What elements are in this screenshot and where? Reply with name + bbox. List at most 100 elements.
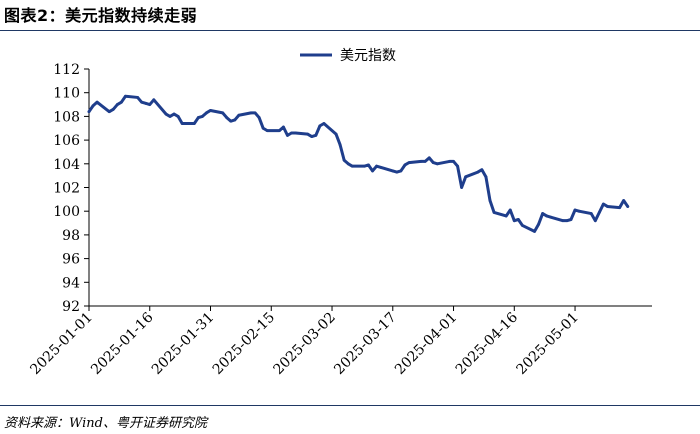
data-point	[322, 122, 326, 125]
y-ticks: 92 94 96 98 100 102 104 106 108 110 112	[53, 62, 89, 315]
x-tick-label: 2025-02-15	[210, 310, 278, 378]
bottom-rule	[0, 405, 700, 406]
y-tick-label: 106	[53, 133, 80, 149]
x-tick-label: 2025-01-16	[88, 309, 156, 377]
y-tick-label: 112	[53, 62, 80, 78]
y-tick-label: 92	[62, 299, 80, 315]
x-tick-label: 2025-04-16	[453, 309, 521, 377]
data-point	[533, 229, 536, 233]
data-point	[602, 202, 605, 206]
data-points	[87, 94, 630, 233]
data-point	[407, 161, 411, 165]
x-ticks: 2025-01-012025-01-162025-01-312025-02-15…	[27, 306, 582, 378]
y-tick-label: 94	[62, 275, 80, 291]
x-tick-label: 2025-01-31	[149, 310, 217, 378]
data-point	[448, 160, 451, 163]
data-point	[476, 170, 480, 174]
data-point	[346, 162, 350, 166]
data-point	[573, 208, 577, 212]
data-point	[91, 104, 95, 108]
data-point	[589, 212, 593, 215]
data-point	[565, 219, 569, 223]
data-point	[480, 168, 484, 172]
data-point	[375, 164, 378, 168]
data-point	[395, 170, 399, 174]
data-point	[201, 115, 204, 118]
data-point	[561, 219, 565, 223]
data-point	[294, 131, 297, 135]
y-tick-label: 96	[62, 252, 80, 268]
data-point	[152, 98, 156, 102]
data-point	[618, 206, 621, 210]
data-point	[488, 199, 492, 202]
data-point	[545, 214, 549, 218]
data-point	[427, 156, 431, 160]
data-point	[229, 119, 233, 123]
data-point	[253, 111, 257, 115]
data-point	[622, 199, 626, 202]
data-point	[306, 132, 310, 136]
data-point	[261, 126, 265, 130]
data-point	[282, 125, 285, 129]
data-point	[423, 160, 427, 163]
data-point	[233, 118, 237, 122]
data-point	[334, 132, 338, 136]
data-point	[144, 101, 148, 105]
title-rule	[0, 30, 700, 31]
x-tick-label: 2025-03-17	[331, 310, 399, 378]
data-point	[391, 169, 395, 173]
data-point	[403, 163, 407, 167]
data-point	[569, 218, 573, 221]
data-point	[120, 100, 123, 104]
data-point	[516, 218, 520, 221]
data-point	[172, 112, 176, 116]
data-point	[265, 129, 269, 133]
data-point	[537, 222, 540, 226]
data-point	[237, 113, 241, 117]
data-point	[484, 175, 488, 179]
data-point	[379, 165, 383, 169]
data-point	[115, 103, 119, 106]
y-tick-label: 110	[53, 86, 80, 102]
data-point	[192, 122, 196, 125]
data-point	[541, 212, 545, 215]
data-point	[371, 169, 374, 173]
data-point	[221, 111, 225, 115]
data-point	[399, 169, 403, 173]
data-point	[290, 131, 293, 135]
data-point	[310, 135, 314, 138]
data-point	[196, 116, 200, 119]
x-tick-label: 2025-03-02	[270, 310, 338, 378]
data-point	[314, 133, 318, 137]
data-point	[140, 100, 144, 104]
data-point	[520, 224, 524, 227]
data-point	[508, 208, 512, 212]
data-point	[286, 133, 289, 137]
data-point	[111, 107, 115, 111]
data-point	[318, 124, 322, 128]
data-point	[277, 129, 281, 133]
x-tick-label: 2025-05-01	[513, 310, 581, 378]
data-point	[168, 115, 172, 118]
data-point	[180, 122, 184, 125]
data-point	[419, 160, 423, 163]
data-point	[464, 175, 468, 179]
data-point	[342, 158, 346, 162]
data-point	[136, 96, 140, 99]
data-point	[176, 115, 180, 118]
y-tick-label: 102	[53, 181, 80, 197]
data-point	[512, 219, 516, 223]
source-note: 资料来源：Wind、粤开证券研究院	[4, 416, 207, 431]
data-point	[549, 215, 553, 219]
data-point	[492, 210, 496, 214]
data-point	[164, 112, 168, 116]
data-point	[431, 161, 435, 165]
data-point	[257, 116, 261, 119]
data-point	[95, 100, 99, 104]
data-point	[148, 103, 152, 106]
data-point	[205, 111, 208, 115]
data-point	[504, 214, 508, 218]
legend: 美元指数	[300, 48, 396, 64]
data-point	[124, 94, 127, 98]
